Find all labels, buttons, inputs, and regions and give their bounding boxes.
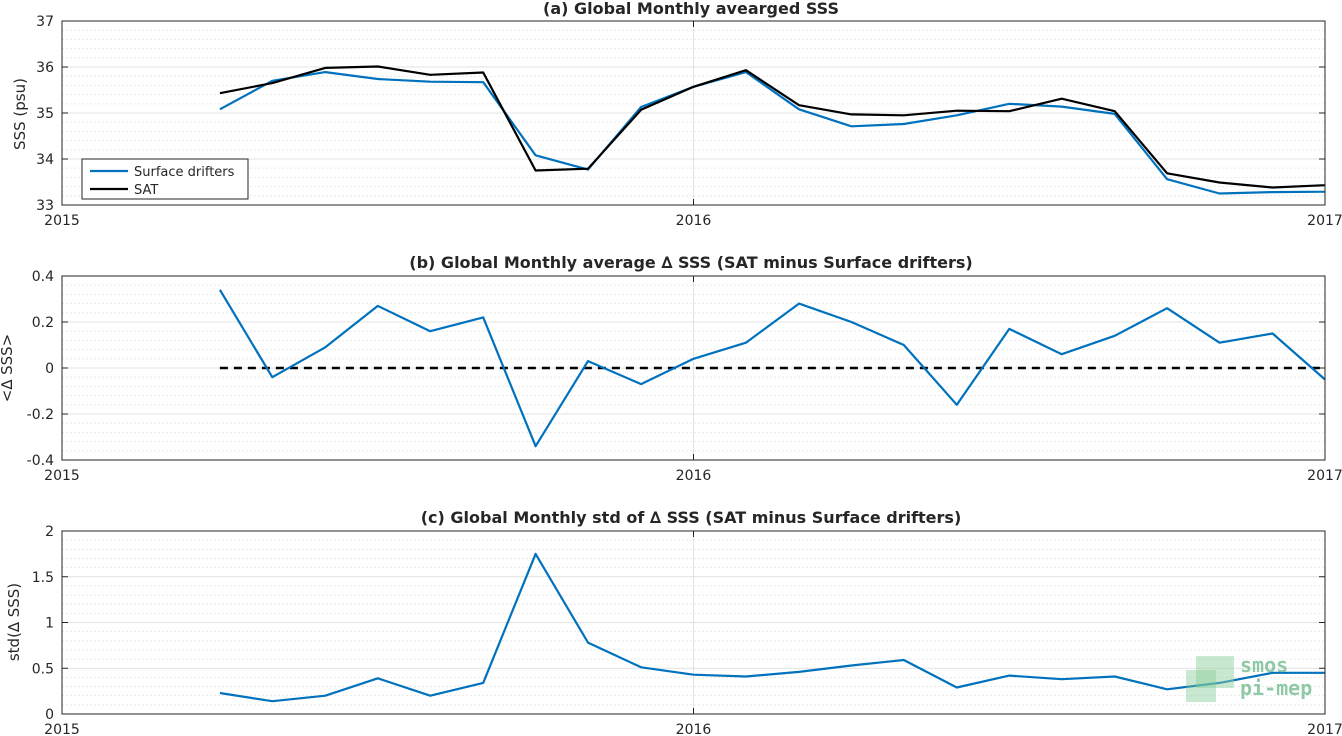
xtick-label: 2015 — [44, 722, 80, 736]
series-line-sat — [219, 65, 1325, 189]
legend-entry: Surface drifters — [134, 165, 235, 180]
ytick-label: 34 — [36, 152, 54, 168]
series-line-surface-drifters — [219, 70, 1325, 195]
panel-b-title: (b) Global Monthly average ∆ SSS (SAT mi… — [409, 253, 972, 272]
xtick-label: 2016 — [676, 468, 712, 484]
logo-line-2: pi-mep — [1240, 676, 1312, 700]
panel-a-ylabel: SSS (psu) — [11, 78, 29, 150]
ytick-label: 2 — [45, 524, 54, 540]
legend-box — [81, 158, 249, 200]
ytick-label: 0.5 — [32, 661, 54, 677]
panel-a: (a) Global Monthly avearged SSS SSS (psu… — [11, 0, 1342, 229]
ytick-label: 0.2 — [32, 315, 54, 331]
ytick-label: 0 — [45, 707, 54, 723]
logo-block-icon — [1186, 670, 1216, 702]
ytick-label: 0.4 — [32, 269, 54, 285]
logo-block-icon — [1196, 656, 1234, 688]
ytick-label: 1.5 — [32, 570, 54, 586]
series-line-0 — [218, 289, 1325, 448]
logo-line-1: smos — [1240, 653, 1288, 677]
ytick-label: 35 — [36, 106, 54, 122]
smos-pi-mep-logo: smos pi-mep — [1186, 653, 1312, 702]
panel-b: (b) Global Monthly average ∆ SSS (SAT mi… — [0, 253, 1342, 484]
ytick-label: 1 — [45, 616, 54, 632]
ytick-label: 33 — [36, 198, 54, 214]
xtick-label: 2017 — [1307, 722, 1342, 736]
panel-b-ylabel: <∆ SSS> — [0, 334, 16, 403]
ytick-label: -0.2 — [27, 407, 54, 423]
xtick-label: 2017 — [1307, 468, 1342, 484]
ytick-label: 36 — [36, 60, 54, 76]
panel-c-title: (c) Global Monthly std of ∆ SSS (SAT min… — [421, 508, 962, 527]
axes-box — [61, 275, 1326, 461]
xtick-label: 2016 — [676, 722, 712, 736]
xtick-label: 2016 — [676, 213, 712, 229]
ytick-label: -0.4 — [27, 453, 54, 469]
legend-entry: SAT — [134, 183, 158, 198]
panel-c-ylabel: std(∆ SSS) — [5, 583, 23, 661]
axes-box — [61, 530, 1326, 715]
series-line-0 — [219, 552, 1325, 703]
ytick-label: 37 — [36, 14, 54, 30]
xtick-label: 2017 — [1307, 213, 1342, 229]
legend: Surface drifters SAT — [81, 158, 249, 200]
ytick-label: 0 — [45, 361, 54, 377]
panel-c: (c) Global Monthly std of ∆ SSS (SAT min… — [5, 508, 1342, 736]
xtick-label: 2015 — [44, 213, 80, 229]
panel-a-title: (a) Global Monthly avearged SSS — [543, 0, 839, 18]
xtick-label: 2015 — [44, 468, 80, 484]
axes-box — [61, 20, 1326, 206]
